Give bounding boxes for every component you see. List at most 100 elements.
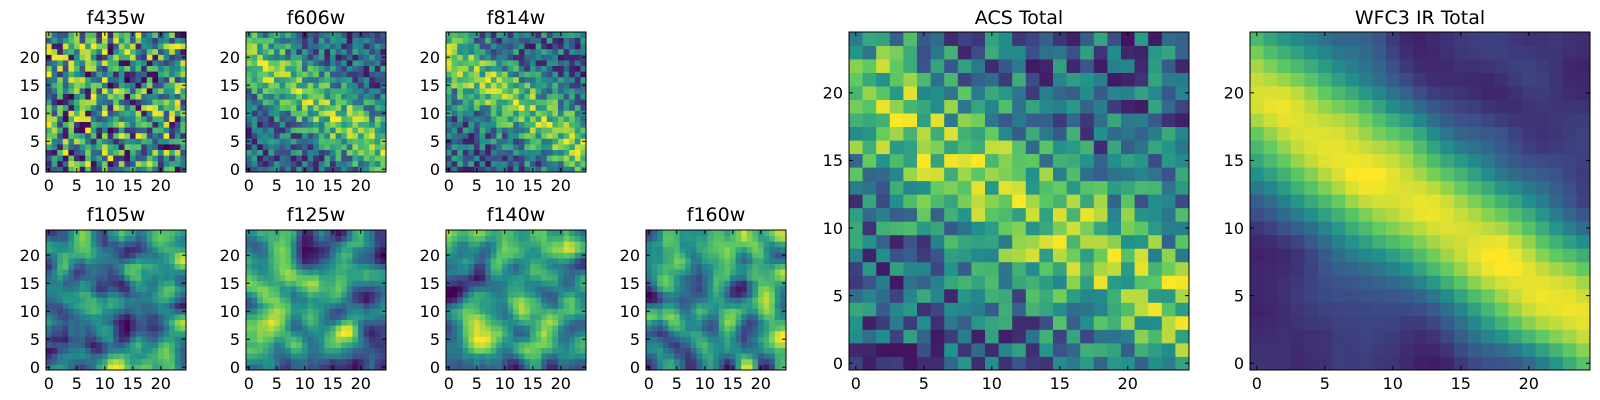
heatmap-cell <box>580 235 587 242</box>
heatmap-cell <box>563 263 570 270</box>
heatmap-cell <box>763 330 770 337</box>
heatmap-cell <box>324 37 331 44</box>
heatmap-cell <box>102 127 108 134</box>
heatmap-cell <box>313 280 320 287</box>
heatmap-cell <box>485 32 492 38</box>
heatmap-cell <box>380 37 387 44</box>
heatmap-cell <box>513 330 520 337</box>
heatmap-cell <box>998 315 1013 330</box>
heatmap-cell <box>462 104 469 111</box>
heatmap-cell <box>524 65 531 72</box>
heatmap-cell <box>90 149 97 156</box>
heatmap-cell <box>130 160 136 167</box>
heatmap-cell <box>690 246 697 253</box>
heatmap-cell <box>518 358 525 365</box>
heatmap-cell <box>79 60 86 66</box>
heatmap-cell <box>1121 207 1135 222</box>
heatmap-cell <box>769 241 776 248</box>
heatmap-cell <box>451 93 458 100</box>
heatmap-cell <box>485 160 492 167</box>
heatmap-cell <box>307 252 314 259</box>
heatmap-cell <box>257 149 264 156</box>
heatmap-cell <box>51 132 58 139</box>
heatmap-cell <box>451 353 458 360</box>
heatmap-cell <box>62 274 69 281</box>
heatmap-cell <box>96 274 103 281</box>
heatmap-cell <box>903 329 918 344</box>
heatmap-cell <box>158 82 164 89</box>
heatmap-cell <box>146 286 153 292</box>
heatmap-cell <box>674 347 680 354</box>
heatmap-cell <box>889 288 904 303</box>
heatmap-cell <box>79 358 86 365</box>
heatmap-cell <box>146 104 153 111</box>
heatmap-cell <box>96 82 103 89</box>
heatmap-cell <box>479 65 486 72</box>
heatmap-cell <box>113 37 120 44</box>
heatmap-cell <box>307 155 314 162</box>
heatmap-cell <box>369 274 376 281</box>
heatmap-cell <box>279 88 286 94</box>
heatmap-cell <box>457 71 464 78</box>
heatmap-cell <box>462 88 469 94</box>
heatmap-cell <box>446 347 452 354</box>
x-tick-label: 5 <box>672 374 682 393</box>
heatmap-cell <box>169 43 176 50</box>
heatmap-cell <box>96 246 103 253</box>
heatmap-cell <box>574 246 581 253</box>
heatmap-cell <box>552 71 559 78</box>
heatmap-cell <box>462 274 469 281</box>
heatmap-cell <box>713 235 720 242</box>
heatmap-cell <box>1012 194 1027 209</box>
heatmap-cell <box>574 252 581 259</box>
heatmap-cell <box>296 319 303 326</box>
heatmap-cell <box>552 166 559 173</box>
heatmap-cell <box>690 297 697 304</box>
heatmap-cell <box>502 121 508 128</box>
heatmap-cell <box>724 342 731 348</box>
heatmap-cell <box>496 342 503 348</box>
heatmap-cell <box>251 336 258 343</box>
heatmap-cell <box>251 110 258 117</box>
heatmap-cell <box>380 258 387 264</box>
heatmap-cell <box>346 325 353 332</box>
heatmap-cell <box>758 353 764 360</box>
heatmap-cell <box>903 167 918 182</box>
heatmap-cell <box>57 314 64 320</box>
heatmap-cell <box>541 246 548 253</box>
heatmap-cell <box>62 263 69 270</box>
heatmap-cell <box>318 241 325 248</box>
heatmap-cell <box>746 297 753 304</box>
heatmap-cell <box>257 325 264 332</box>
heatmap-cell <box>876 248 891 263</box>
heatmap-cell <box>546 274 553 281</box>
heatmap-cell <box>268 138 275 145</box>
heatmap-cell <box>274 43 280 50</box>
heatmap-cell <box>135 54 142 61</box>
heatmap-cell <box>302 155 308 162</box>
heatmap-cell <box>169 149 176 156</box>
heatmap-cell <box>530 297 536 304</box>
heatmap-cell <box>657 241 664 248</box>
heatmap-cell <box>363 241 370 248</box>
heatmap-cell <box>574 230 581 236</box>
heatmap-cell <box>662 358 669 365</box>
heatmap-cell <box>57 347 64 354</box>
heatmap-cell <box>713 230 720 236</box>
heatmap-cell <box>558 286 564 292</box>
heatmap-cell <box>662 230 669 236</box>
heatmap-cell <box>169 263 176 270</box>
heatmap-cell <box>457 358 464 365</box>
y-tick-label: 5 <box>430 132 440 151</box>
heatmap-cell <box>380 132 387 139</box>
heatmap-cell <box>746 358 753 365</box>
heatmap-cell <box>474 280 480 287</box>
heatmap-cell <box>290 121 297 128</box>
heatmap-cell <box>513 230 520 236</box>
heatmap-cell <box>862 180 877 195</box>
heatmap-cell <box>107 347 114 354</box>
heatmap-cell <box>485 286 492 292</box>
heatmap-cell <box>318 347 325 354</box>
heatmap-cell <box>290 263 297 270</box>
heatmap-cell <box>246 88 252 94</box>
